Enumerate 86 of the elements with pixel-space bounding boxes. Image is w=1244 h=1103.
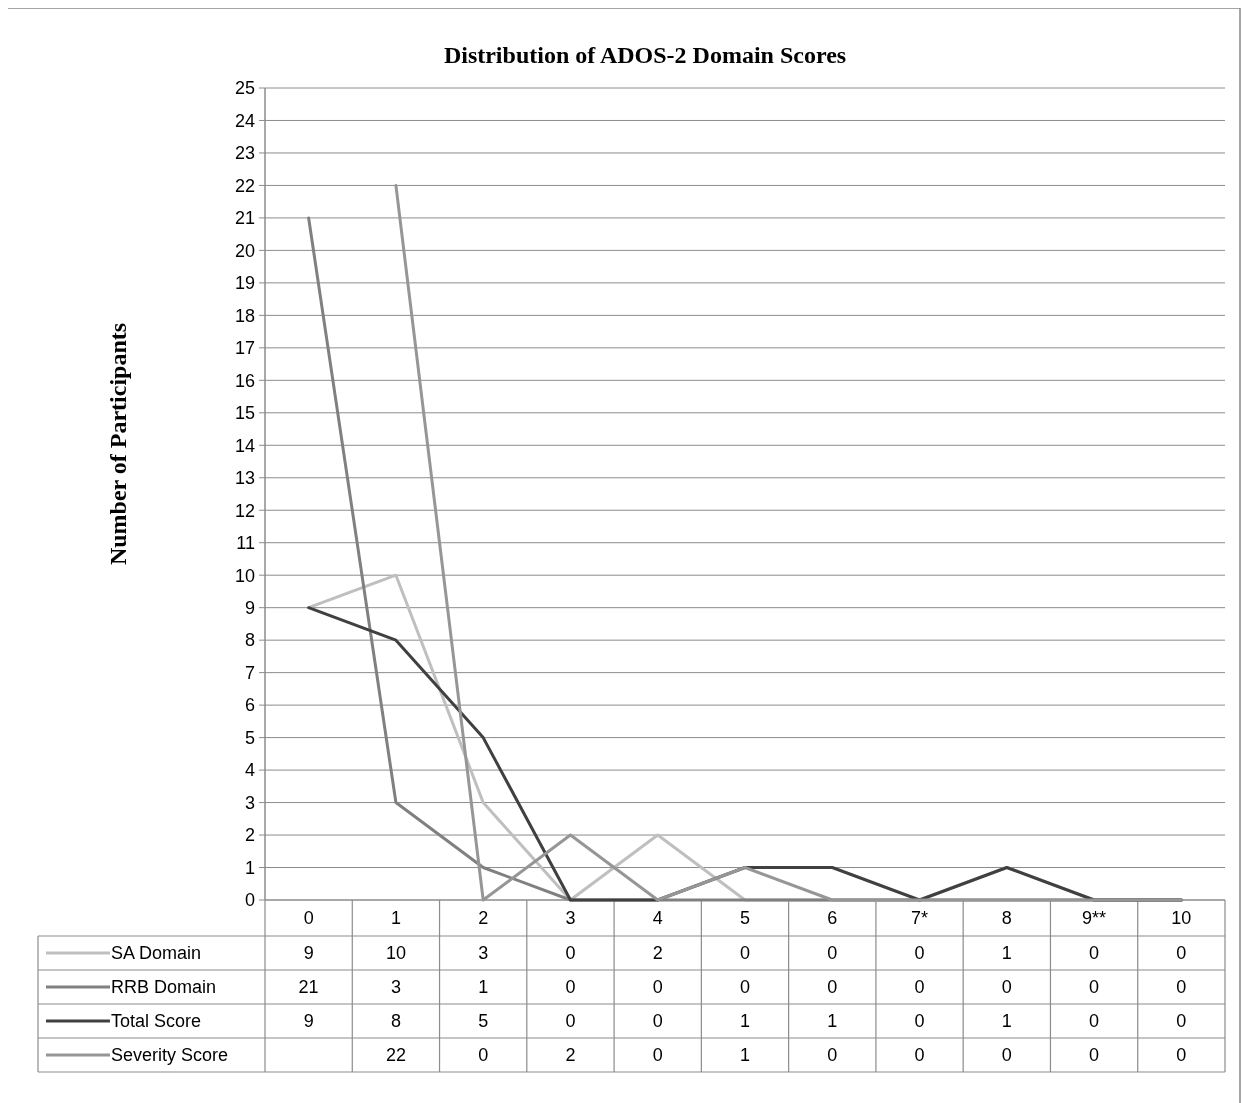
- x-tick-label: 7*: [911, 908, 929, 929]
- data-label: 0: [1176, 977, 1187, 998]
- data-label: 0: [565, 977, 576, 998]
- y-tick-label: 20: [234, 240, 255, 261]
- data-label: 8: [390, 1011, 401, 1032]
- y-tick-label: 22: [234, 175, 255, 196]
- y-tick-label: 24: [234, 110, 255, 131]
- legend-label: Total Score: [111, 1011, 202, 1032]
- x-tick-label: 2: [478, 908, 489, 929]
- y-tick-label: 19: [234, 273, 255, 294]
- y-tick-label: 4: [244, 760, 255, 781]
- data-label: 1: [478, 977, 489, 998]
- x-tick-label: 1: [390, 908, 401, 929]
- y-tick-label: 10: [234, 565, 255, 586]
- y-tick-label: 9: [244, 597, 255, 618]
- data-label: 0: [827, 943, 838, 964]
- y-tick-label: 11: [236, 533, 255, 554]
- legend-label: SA Domain: [111, 943, 202, 964]
- y-tick-label: 3: [244, 792, 255, 813]
- data-label: 21: [298, 977, 319, 998]
- x-tick-label: 10: [1171, 908, 1192, 929]
- x-tick-label: 9**: [1082, 908, 1107, 929]
- data-label: 0: [1089, 1045, 1100, 1066]
- data-label: 0: [478, 1045, 489, 1066]
- x-tick-label: 0: [303, 908, 314, 929]
- data-label: 0: [739, 977, 751, 998]
- data-label: 0: [914, 943, 925, 964]
- y-tick-label: 25: [234, 78, 255, 99]
- data-label: 1: [827, 1011, 838, 1032]
- y-tick-label: 18: [234, 305, 255, 326]
- data-label: 9: [303, 1011, 314, 1032]
- x-tick-label: 3: [565, 908, 576, 929]
- x-tick-label: 6: [827, 908, 838, 929]
- data-label: 0: [1089, 1011, 1100, 1032]
- data-label: 1: [1001, 1011, 1012, 1032]
- data-label: 2: [565, 1045, 576, 1066]
- data-label: 0: [914, 1045, 925, 1066]
- data-label: 1: [1001, 943, 1012, 964]
- y-tick-label: 0: [244, 890, 255, 911]
- x-tick-label: 5: [739, 908, 751, 929]
- data-label: 0: [739, 943, 751, 964]
- data-label: 9: [303, 943, 314, 964]
- y-tick-label: 15: [234, 403, 255, 424]
- data-label: 0: [1089, 977, 1100, 998]
- y-tick-label: 7: [244, 662, 255, 683]
- y-tick-label: 2: [244, 825, 255, 846]
- y-tick-label: 12: [234, 500, 255, 521]
- data-label: 3: [478, 943, 489, 964]
- y-tick-label: 13: [234, 468, 255, 489]
- data-label: 0: [1001, 977, 1012, 998]
- data-label: 0: [914, 977, 925, 998]
- y-tick-label: 5: [244, 727, 255, 748]
- data-label: 0: [652, 1045, 663, 1066]
- y-tick-label: 21: [234, 208, 255, 229]
- chart-title: Distribution of ADOS-2 Domain Scores: [443, 42, 847, 68]
- data-label: 0: [652, 977, 663, 998]
- data-label: 2: [652, 943, 663, 964]
- data-label: 3: [390, 977, 401, 998]
- data-label: 1: [739, 1011, 751, 1032]
- y-tick-label: 17: [234, 338, 255, 359]
- y-tick-label: 8: [244, 630, 255, 651]
- legend-label: RRB Domain: [111, 977, 217, 998]
- y-tick-label: 16: [234, 370, 255, 391]
- y-tick-label: 1: [244, 857, 255, 878]
- data-label: 1: [739, 1045, 751, 1066]
- y-axis-title: Number of Participants: [105, 322, 131, 566]
- x-tick-label: 4: [652, 908, 663, 929]
- legend-label: Severity Score: [111, 1045, 229, 1066]
- y-tick-label: 6: [244, 695, 255, 716]
- data-label: 0: [827, 977, 838, 998]
- x-tick-label: 8: [1001, 908, 1012, 929]
- y-tick-label: 14: [234, 435, 255, 456]
- data-label: 10: [385, 943, 406, 964]
- data-label: 0: [565, 943, 576, 964]
- data-label: 0: [1089, 943, 1100, 964]
- data-label: 0: [1001, 1045, 1012, 1066]
- data-label: 0: [1176, 1011, 1187, 1032]
- data-label: 0: [652, 1011, 663, 1032]
- data-label: 5: [478, 1011, 489, 1032]
- data-label: 0: [827, 1045, 838, 1066]
- data-label: 22: [385, 1045, 406, 1066]
- y-tick-label: 23: [234, 143, 255, 164]
- data-label: 0: [565, 1011, 576, 1032]
- data-label: 0: [1176, 1045, 1187, 1066]
- data-label: 0: [1176, 943, 1187, 964]
- data-label: 0: [914, 1011, 925, 1032]
